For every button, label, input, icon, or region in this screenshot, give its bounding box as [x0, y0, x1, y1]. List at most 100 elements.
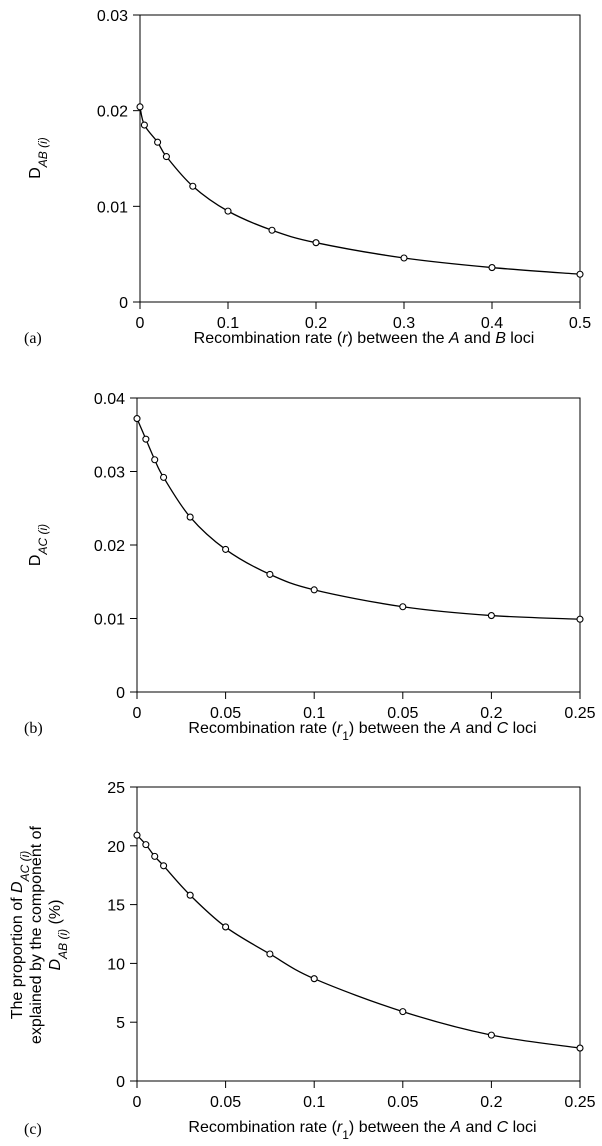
x-axis-title-part: 1 [342, 1128, 349, 1142]
y-tick-label: 0.04 [94, 391, 125, 408]
x-axis-title-part: C [497, 1119, 509, 1136]
y-tick-label: 0.03 [94, 465, 125, 482]
x-tick-label: 0 [136, 315, 145, 332]
x-tick-label: 0.5 [569, 315, 591, 332]
x-axis-title-part: ) between the [349, 1119, 450, 1136]
chart-panel-3: 0 5 10 15 20 25 0 0.05 0.1 0.05 0.2 0.25 Recombinati… [9, 780, 596, 1142]
y-axis-title-line: explained by the component of [28, 825, 45, 1043]
x-axis-title-part: and [461, 720, 497, 737]
data-point [576, 270, 584, 278]
y-tick-label: 0.02 [97, 104, 128, 121]
y-axis-title-part: D [9, 881, 26, 893]
y-axis-title-part: AC (i) [18, 851, 32, 883]
x-axis-title-part: r [337, 1119, 343, 1136]
data-point [224, 207, 232, 215]
panel-label: (c) [24, 1121, 42, 1138]
data-point [268, 226, 276, 234]
data-point [222, 545, 230, 553]
y-axis-title: The proportion of DAC (i)explained by th… [9, 825, 70, 1043]
x-tick-label: 0.05 [387, 1094, 418, 1111]
data-point [266, 570, 274, 578]
panel-label: (a) [24, 330, 42, 347]
x-axis-title-part: loci [506, 330, 534, 347]
data-point [399, 603, 407, 611]
data-point [266, 950, 274, 958]
y-tick-label: 20 [107, 839, 125, 856]
y-axis-title-part: AC (i) [36, 524, 50, 556]
data-point [133, 415, 141, 423]
x-tick-label: 0 [133, 705, 142, 722]
plot-frame [139, 14, 581, 303]
x-tick-label: 0.1 [303, 705, 325, 722]
data-point [133, 831, 141, 839]
x-axis-title-part: and [460, 330, 496, 347]
x-axis-title-part: and [461, 1119, 497, 1136]
data-point [400, 254, 408, 262]
chart-panel-1: 0 0.01 0.02 0.03 0 0.1 0.2 0.3 0.4 0.5 Recombinati… [24, 8, 591, 347]
y-tick-label: 15 [107, 898, 125, 915]
data-point [160, 862, 168, 870]
y-tick-label: 0.03 [97, 8, 128, 25]
data-point [151, 456, 159, 464]
x-tick-label: 0.1 [303, 1094, 325, 1111]
data-point [576, 615, 584, 623]
x-axis-title-part: A [448, 330, 460, 347]
y-tick-label: 0 [116, 685, 125, 702]
y-axis-title: DAB (i) [27, 137, 50, 179]
panel-label: (b) [24, 720, 43, 737]
data-point [488, 264, 496, 272]
y-tick-label: 0.01 [94, 612, 125, 629]
x-axis-title-part: Recombination rate ( [188, 1119, 337, 1136]
plot-frame [136, 786, 581, 1082]
data-point [160, 473, 168, 481]
data-point [154, 138, 162, 146]
x-axis-title-part: ) between the [349, 720, 450, 737]
x-tick-label: 0 [133, 1094, 142, 1111]
x-axis-title-part: r [337, 720, 343, 737]
series-line [136, 834, 581, 1049]
x-axis-title-part: A [449, 720, 461, 737]
data-point [399, 1008, 407, 1016]
x-axis-title-part: C [497, 720, 509, 737]
x-axis-title-part: B [495, 330, 506, 347]
data-point [487, 1031, 495, 1039]
data-point [140, 121, 148, 129]
y-axis-title-line: DAC (i) [27, 524, 50, 566]
data-point [576, 1044, 584, 1052]
series-line [136, 418, 581, 620]
data-point [222, 923, 230, 931]
y-tick-label: 0 [119, 295, 128, 312]
chart-panel-2: 0 0.01 0.02 0.03 0.04 0 0.05 0.1 0.05 0.2 0.25 Reco… [24, 391, 596, 743]
data-point [487, 612, 495, 620]
x-axis-title: Recombination rate (r1) between the A an… [188, 1119, 536, 1142]
y-tick-label: 10 [107, 956, 125, 973]
data-point [312, 239, 320, 247]
data-point [151, 852, 159, 860]
y-axis-title-part: AB (i) [56, 929, 70, 960]
x-tick-label: 0.3 [393, 315, 415, 332]
data-point [310, 975, 318, 983]
data-point [162, 153, 170, 161]
x-axis-title-part: A [449, 1119, 461, 1136]
y-axis-title-part: D [47, 958, 64, 970]
y-axis-title-part: The proportion of [9, 893, 26, 1019]
plot-frame [136, 397, 581, 693]
x-tick-label: 0.2 [480, 705, 502, 722]
x-tick-label: 0.25 [564, 1094, 595, 1111]
x-axis-title-part: Recombination rate ( [194, 330, 343, 347]
series-line [139, 106, 581, 275]
y-tick-label: 0.02 [94, 538, 125, 555]
x-tick-label: 0.25 [564, 705, 595, 722]
x-axis-title: Recombination rate (r1) between the A an… [188, 720, 536, 743]
y-tick-label: 0.01 [97, 199, 128, 216]
data-point [310, 586, 318, 594]
y-axis-title-line: The proportion of DAC (i) [9, 851, 32, 1020]
x-tick-label: 0.1 [217, 315, 239, 332]
x-tick-label: 0.05 [210, 1094, 241, 1111]
x-axis-title-part: loci [508, 720, 536, 737]
y-tick-label: 25 [107, 780, 125, 797]
x-tick-label: 0.2 [305, 315, 327, 332]
y-tick-label: 5 [116, 1015, 125, 1032]
data-point [189, 182, 197, 190]
